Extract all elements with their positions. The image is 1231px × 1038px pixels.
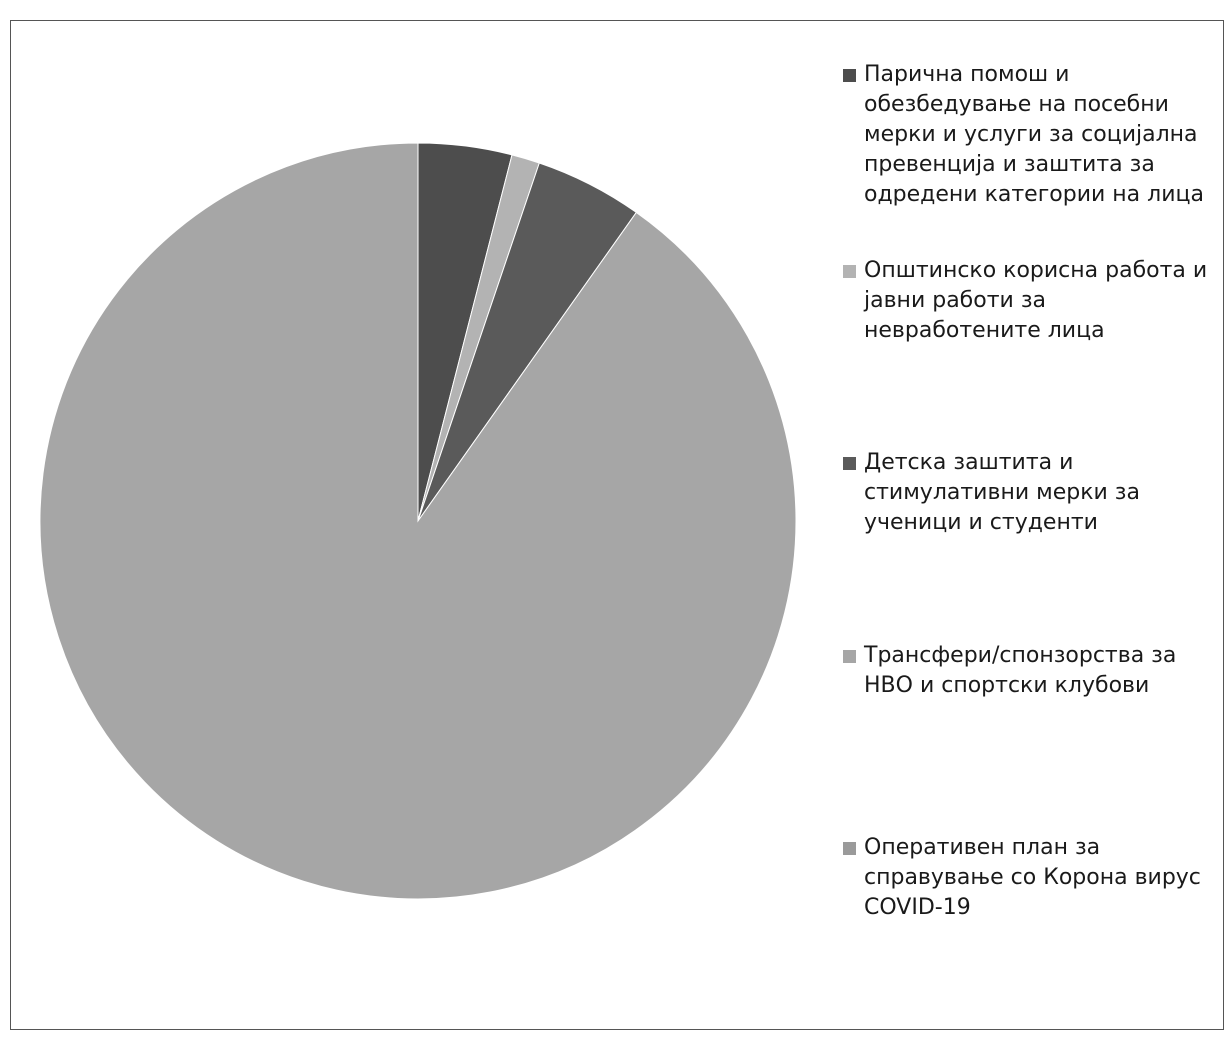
pie-slices [39, 142, 797, 900]
pie-slice-3 [39, 142, 797, 900]
